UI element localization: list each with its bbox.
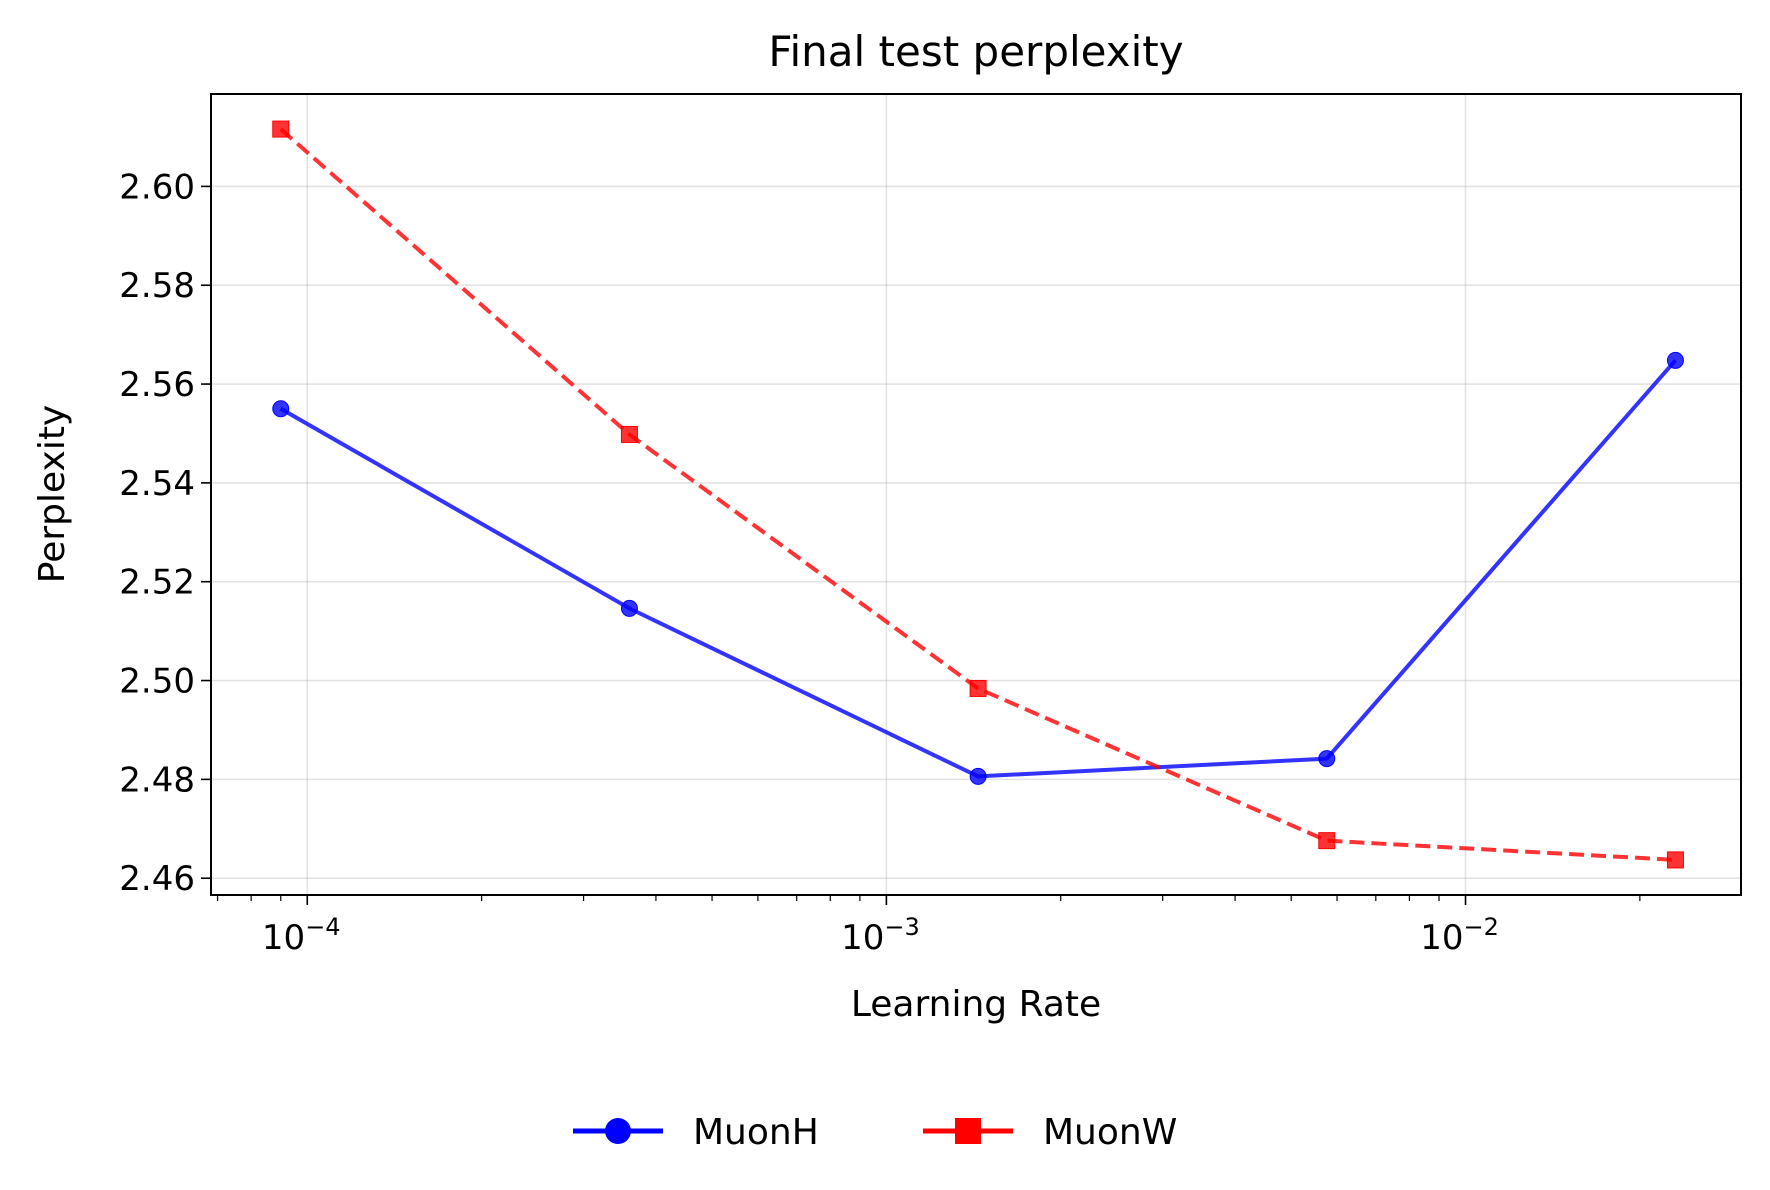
x-axis-label: Learning Rate xyxy=(851,984,1101,1025)
x-tick-label: 10−2 xyxy=(1420,913,1499,958)
data-point-muonw xyxy=(272,120,290,138)
y-tick-label: 2.58 xyxy=(119,266,195,306)
y-tick-label: 2.56 xyxy=(119,365,195,405)
y-tick-label: 2.60 xyxy=(119,167,195,207)
data-point-muonh xyxy=(1318,750,1336,768)
data-point-muonh xyxy=(1666,351,1684,369)
legend: MuonH MuonW xyxy=(573,1112,1177,1153)
y-axis-label: Perplexity xyxy=(32,405,73,583)
legend-marker-square-icon xyxy=(955,1118,981,1144)
data-point-muonw xyxy=(1666,851,1684,869)
ticks: 10−4 10−3 10−2 2.46 2.48 2.50 2.52 2.54 2.56 2.58… xyxy=(119,167,1641,958)
data-point-muonw xyxy=(969,679,987,697)
y-tick-label: 2.48 xyxy=(119,760,195,800)
y-tick-label: 2.52 xyxy=(119,563,195,603)
data-point-muonh xyxy=(272,400,290,418)
data-point-muonh xyxy=(969,767,987,785)
series-layer xyxy=(272,120,1684,869)
data-point-muonw xyxy=(1318,832,1336,850)
legend-label-muonw: MuonW xyxy=(1043,1112,1177,1153)
chart-title: Final test perplexity xyxy=(768,27,1183,76)
data-point-muonh xyxy=(620,599,638,617)
data-point-muonw xyxy=(620,425,638,443)
y-tick-label: 2.46 xyxy=(119,859,195,899)
plot-frame xyxy=(210,93,1742,896)
y-tick-label: 2.54 xyxy=(119,464,195,504)
x-tick-label: 10−4 xyxy=(262,913,341,958)
legend-marker-circle-icon xyxy=(605,1118,631,1144)
x-tick-label: 10−3 xyxy=(841,913,920,958)
legend-label-muonh: MuonH xyxy=(693,1112,819,1153)
y-tick-label: 2.50 xyxy=(119,662,195,702)
